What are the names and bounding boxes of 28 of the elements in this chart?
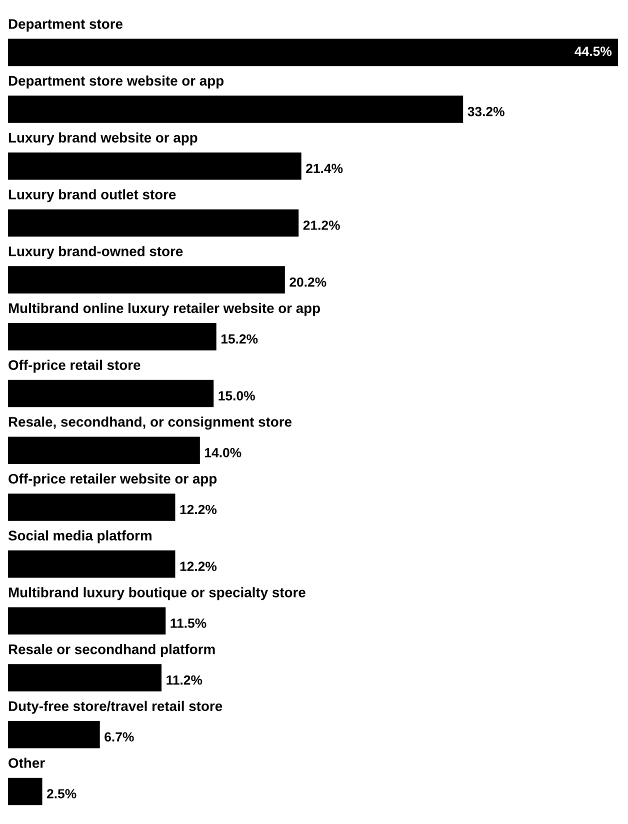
- data-label: 11.2%: [166, 675, 202, 685]
- data-label: 6.7%: [104, 732, 134, 742]
- data-label: 12.2%: [180, 562, 217, 571]
- y-tick-label: Luxury brand website or app: [8, 132, 198, 146]
- y-tick-label: Department store website or app: [8, 76, 224, 88]
- y-tick-label: Resale, secondhand, or consignment store: [8, 416, 292, 430]
- data-label: 21.4%: [306, 164, 343, 174]
- y-tick-label: Luxury brand outlet store: [8, 189, 176, 202]
- data-label: 2.5%: [46, 789, 76, 798]
- data-label: 15.0%: [218, 391, 255, 400]
- y-tick-label: Off-price retail store: [8, 360, 140, 373]
- data-label: 12.2%: [180, 504, 217, 514]
- data-label: 21.2%: [303, 220, 340, 230]
- data-label: 33.2%: [468, 106, 504, 116]
- data-label: 15.2%: [221, 334, 258, 344]
- data-label: 14.0%: [205, 448, 242, 458]
- y-tick-label: Social media platform: [8, 530, 152, 544]
- data-label: 20.2%: [290, 277, 326, 287]
- y-tick-label: Multibrand online luxury retailer website or app: [8, 302, 320, 316]
- y-tick-label: Duty-free store/travel retail store: [8, 700, 222, 714]
- y-tick-label: Resale or secondhand platform: [8, 644, 215, 657]
- data-label: 44.5%: [574, 46, 612, 56]
- y-tick-label: Luxury brand-owned store: [8, 246, 183, 260]
- y-tick-label: Other: [8, 758, 45, 768]
- y-tick-label: Multibrand luxury boutique or specialty store: [8, 587, 306, 600]
- data-label: 11.5%: [170, 618, 206, 628]
- y-tick-label: Department store: [8, 19, 123, 32]
- y-tick-label: Off-price retailer website or app: [8, 473, 217, 486]
